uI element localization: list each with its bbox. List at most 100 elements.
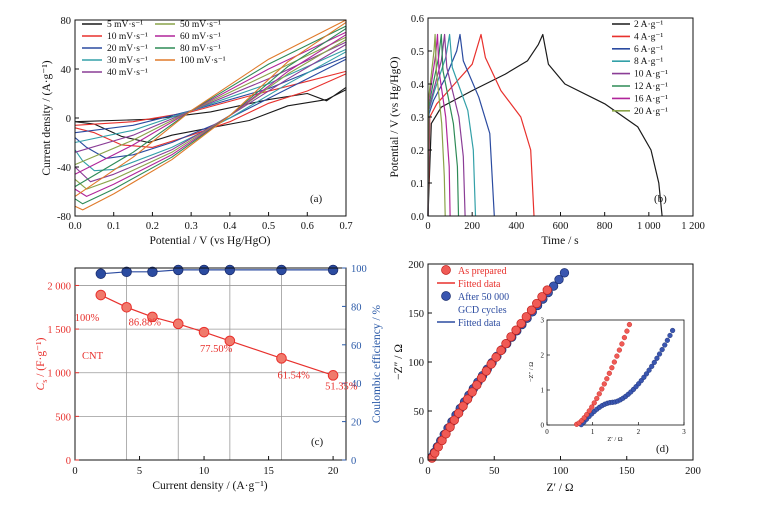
gcd-y-axis-label: Potential / V (vs Hg/HgO) [389, 56, 401, 177]
as-prepared-point [445, 422, 455, 432]
capacitance-point [121, 301, 132, 313]
legend-after-cycles-label: After 50 000 [458, 292, 509, 303]
gcd-x-tick-label: 600 [553, 221, 569, 232]
gcd-legend-label: 4 A·g⁻¹ [634, 32, 663, 42]
cv-x-tick-label: 0.7 [339, 221, 352, 232]
retention-label: 86.88% [129, 317, 162, 328]
gcd-y-tick-label: 0.6 [411, 14, 424, 25]
inset-after-cycles-point [659, 346, 665, 353]
gcd-curves [427, 33, 663, 217]
inset-as-prepared-point [616, 347, 622, 353]
as-prepared-point [521, 312, 531, 322]
as-prepared-point [537, 292, 547, 302]
as-prepared-point [462, 394, 473, 404]
gcd-legend-label: 2 A·g⁻¹ [634, 20, 663, 30]
rate-left-tick-label: 1 000 [47, 369, 71, 380]
as-prepared-point [526, 305, 537, 315]
gcd-panel: 0 200 400 600 800 1 000 1 200 0.0 0.1 0.2 0.3 0.4 0.… [389, 14, 705, 247]
rate-right-tick-label: 40 [351, 379, 362, 390]
cv-y-axis-label: Current density / (A·g⁻¹) [41, 60, 53, 175]
cv-curve-80 [74, 25, 347, 205]
cv-legend-label: 100 mV·s⁻¹ [180, 56, 226, 66]
cv-legend-label: 60 mV·s⁻¹ [180, 32, 221, 42]
rate-right-tick-label: 0 [351, 456, 356, 467]
as-prepared-point [511, 325, 521, 335]
gcd-legend-label: 10 A·g⁻¹ [634, 70, 668, 80]
retention-label: 61.54% [277, 370, 310, 381]
inset-as-prepared-point [611, 359, 617, 365]
eis-y-tick-label: 50 [414, 407, 425, 418]
inset-after-cycles-point [667, 332, 673, 339]
rate-left-tick-label: 2 000 [47, 281, 71, 292]
inset-as-prepared-point [609, 365, 615, 371]
cv-x-tick-label: 0.5 [262, 221, 275, 232]
cs-symbol: C [35, 382, 47, 390]
inset-x-axis-label: Z′ / Ω [607, 436, 622, 443]
inset-y-tick-label: 3 [541, 317, 545, 325]
capacitance-point [224, 335, 236, 347]
gcd-curve-4 [427, 33, 535, 217]
rate-left-axis-label: Cs / (F·g⁻¹) [35, 337, 49, 390]
eis-x-axis-label: Z′ / Ω [546, 482, 573, 494]
cs-unit: / (F·g⁻¹) [35, 337, 47, 379]
cv-y-tick-label: -40 [57, 163, 71, 174]
panel-b-label: (b) [654, 193, 667, 205]
as-prepared-point [496, 345, 506, 356]
inset-as-prepared-point [614, 353, 620, 359]
rate-x-tick-label: 0 [72, 466, 77, 477]
inset-as-prepared-point [604, 376, 610, 382]
inset-as-prepared-point [619, 341, 625, 347]
cv-panel: 0.0 0.1 0.2 0.3 0.4 0.5 0.6 0.7 -80 -40 0 40 80 5 mV… [41, 16, 353, 247]
as-prepared-point [516, 318, 526, 329]
eis-legend: As prepared Fitted data After 50 000 GCD cy… [437, 265, 509, 329]
rate-x-tick-label: 5 [137, 466, 142, 477]
inset-as-prepared-point [586, 408, 592, 414]
gcd-legend-label: 8 A·g⁻¹ [634, 57, 663, 67]
cs-subscript: s [40, 380, 49, 383]
cv-curve-10 [74, 70, 347, 148]
eis-x-tick-label: 0 [425, 466, 430, 477]
as-prepared-point [486, 359, 496, 369]
gcd-x-axis-label: Time / s [541, 235, 579, 247]
gcd-y-tick-label: 0.3 [411, 113, 424, 124]
as-prepared-point [453, 408, 464, 418]
gcd-x-tick-label: 1 200 [681, 221, 705, 232]
inset-as-prepared-point [591, 400, 597, 406]
as-prepared-point [476, 373, 487, 383]
inset-as-prepared-point [606, 370, 612, 376]
rate-right-tick-label: 80 [351, 302, 362, 313]
inset-after-cycles-point [656, 351, 663, 357]
capacitance-point [172, 318, 184, 330]
gcd-y-tick-label: 0.4 [411, 80, 425, 91]
cv-curve-100 [74, 19, 347, 211]
gcd-x-tick-label: 0 [425, 221, 430, 232]
efficiency-point [198, 264, 210, 276]
rate-x-tick-label: 20 [328, 466, 339, 477]
inset-as-prepared-point [601, 381, 607, 387]
retention-label: 51.35% [325, 381, 358, 392]
cv-x-tick-label: 0.2 [146, 221, 159, 232]
inset-after-cycles-point [651, 359, 657, 366]
cv-legend-label: 50 mV·s⁻¹ [180, 20, 221, 30]
inset-x-tick-label: 2 [637, 428, 641, 436]
efficiency-point [173, 264, 184, 276]
as-prepared-point [441, 429, 451, 439]
gcd-x-tick-label: 800 [597, 221, 613, 232]
as-prepared-point [491, 352, 501, 362]
inset-frame [546, 319, 685, 426]
gcd-y-tick-label: 0.1 [411, 179, 424, 190]
legend-after-cycles-marker [441, 291, 451, 301]
cv-x-tick-label: 0.1 [107, 221, 120, 232]
cv-legend-label: 30 mV·s⁻¹ [107, 56, 148, 66]
efficiency-line [100, 269, 334, 275]
cv-x-tick-label: 0.6 [301, 221, 314, 232]
rate-left-tick-label: 500 [55, 412, 71, 423]
gcd-legend-label: 16 A·g⁻¹ [634, 94, 668, 104]
as-prepared-point [481, 366, 491, 376]
rate-grid [75, 268, 346, 460]
inset-as-prepared-point [584, 411, 590, 418]
legend-fit-blue-label: Fitted data [458, 318, 501, 329]
rate-axis-ticks: 0 5 10 15 20 0 500 1 000 1 500 2 000 0 20 40 60 80 100 [47, 264, 366, 477]
rate-right-tick-label: 100 [351, 264, 367, 275]
cv-legend-label: 10 mV·s⁻¹ [107, 32, 148, 42]
